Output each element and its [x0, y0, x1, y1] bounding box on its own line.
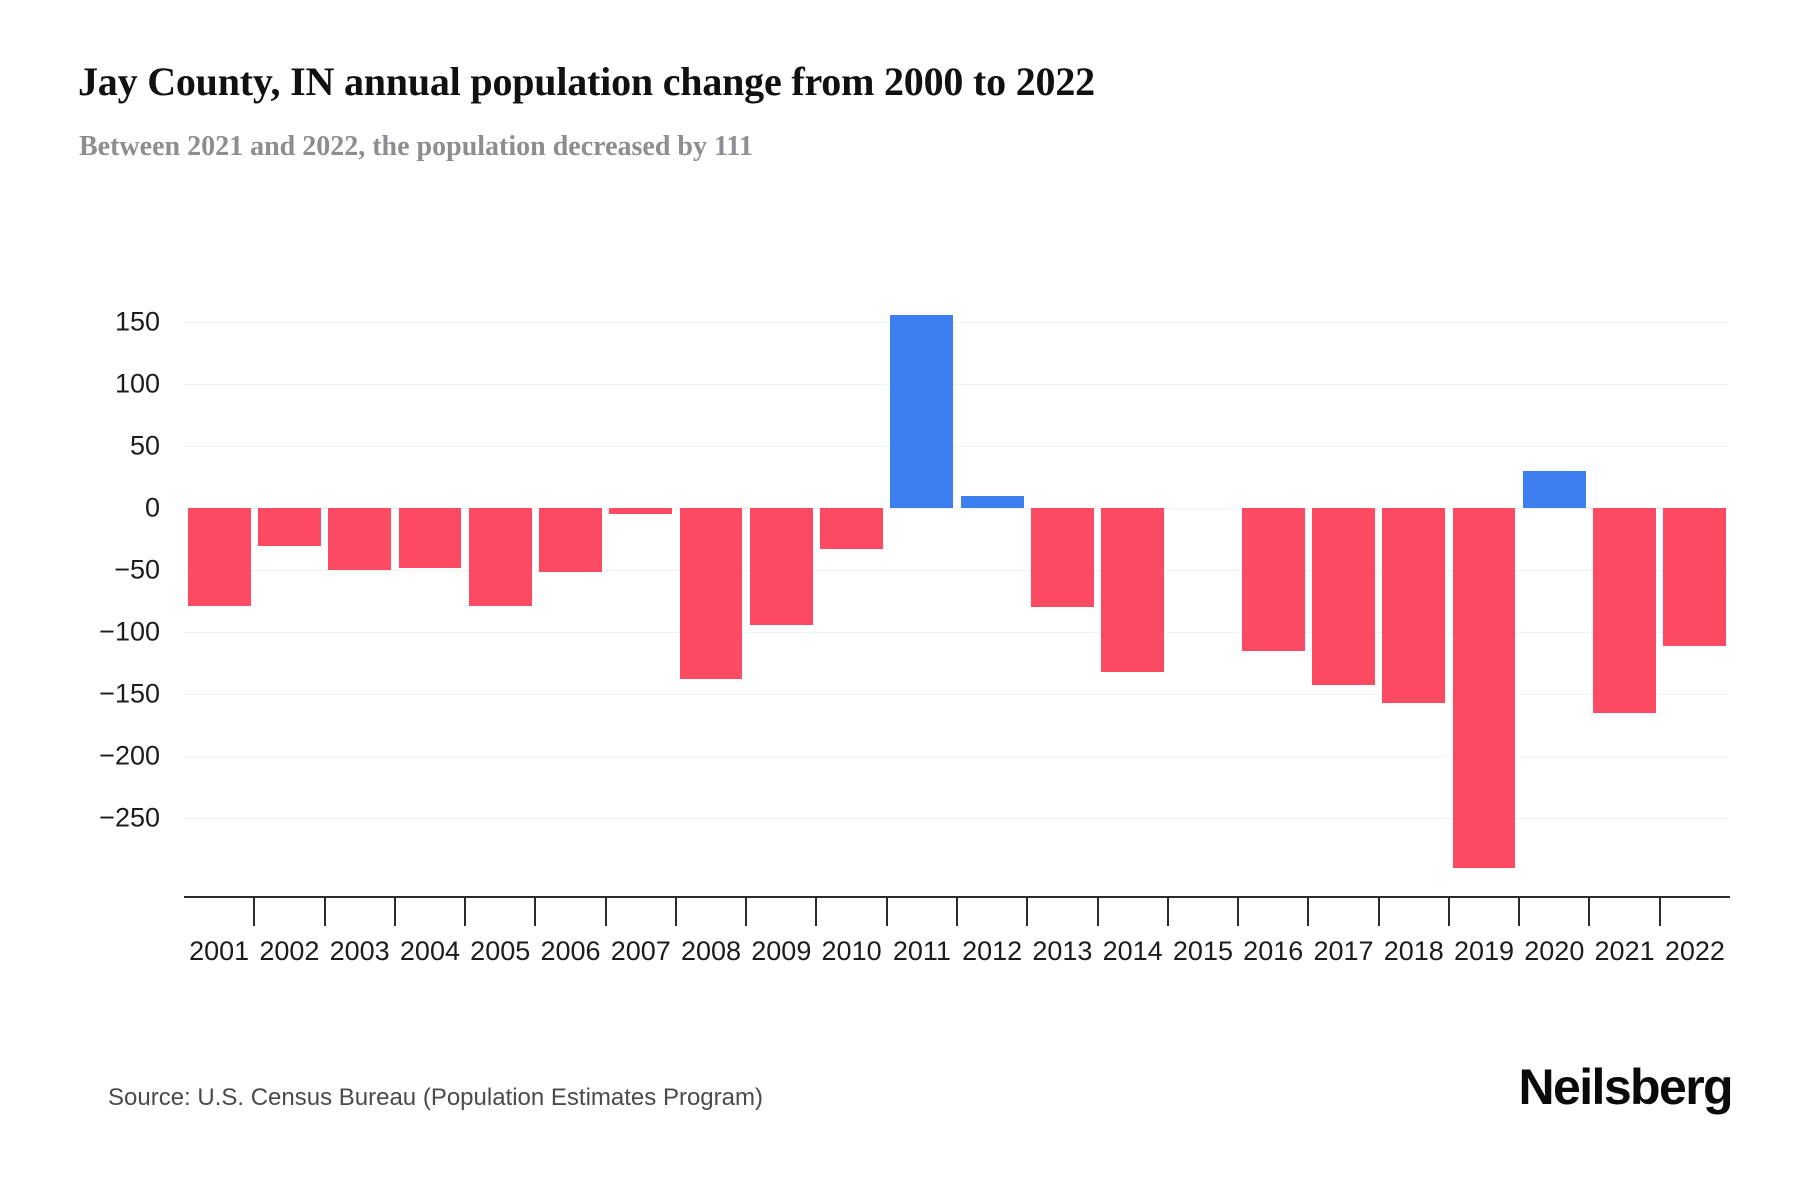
gridline — [184, 570, 1729, 571]
bar-2007[interactable] — [609, 508, 673, 515]
x-axis-tick-mark — [1026, 896, 1029, 926]
x-axis-tick-label: 2010 — [821, 936, 882, 966]
chart-subtitle: Between 2021 and 2022, the population de… — [79, 131, 753, 162]
x-axis-tick-label: 2006 — [540, 936, 601, 966]
x-axis-tick-mark — [1237, 896, 1240, 926]
bar-2020[interactable] — [1522, 470, 1586, 508]
source-note: Source: U.S. Census Bureau (Population E… — [108, 1084, 763, 1111]
x-axis-tick-mark — [1166, 896, 1169, 926]
y-axis-tick-label: −100 — [99, 616, 160, 647]
x-axis-tick-label: 2008 — [680, 936, 742, 966]
x-axis-tick-mark — [604, 896, 607, 926]
bar-2022[interactable] — [1663, 508, 1727, 646]
x-axis-tick-mark — [1377, 896, 1380, 926]
x-axis-tick-mark — [1447, 896, 1450, 926]
y-axis-tick-label: 50 — [129, 430, 160, 461]
gridline — [184, 508, 1729, 509]
bar-2018[interactable] — [1382, 508, 1446, 703]
bar-2014[interactable] — [1101, 508, 1165, 672]
x-axis-tick-mark — [1518, 896, 1521, 926]
bar-2011[interactable] — [890, 314, 954, 508]
y-axis-tick-label: −200 — [99, 740, 160, 771]
x-axis-tick-label: 2017 — [1313, 936, 1374, 966]
x-axis-tick-mark — [323, 896, 326, 926]
bar-2005[interactable] — [468, 508, 532, 606]
y-axis-tick-label: 100 — [114, 368, 160, 399]
x-axis-tick-mark — [1588, 896, 1591, 926]
x-axis-tick-mark — [956, 896, 958, 926]
gridline — [184, 818, 1729, 819]
y-axis-tick-label: −250 — [99, 802, 160, 833]
gridline — [184, 446, 1729, 447]
y-axis-tick-label: 150 — [114, 306, 160, 337]
x-axis-tick-label: 2016 — [1243, 936, 1304, 966]
gridline — [184, 694, 1729, 695]
x-axis-tick-mark — [885, 896, 888, 926]
brand-logo: Neilsberg — [1518, 1059, 1734, 1115]
x-axis-tick-label: 2007 — [610, 936, 671, 966]
page-title: Jay County, IN annual population change … — [78, 59, 1095, 104]
bar-2017[interactable] — [1312, 508, 1375, 686]
bar-2002[interactable] — [257, 508, 321, 547]
x-axis-tick-label: 2015 — [1172, 936, 1233, 966]
x-axis-tick-label: 2013 — [1032, 936, 1093, 966]
x-axis-tick-label: 2001 — [189, 936, 250, 966]
x-axis-tick-label: 2004 — [399, 936, 460, 966]
x-axis-tick-label: 2009 — [751, 936, 812, 966]
bar-2010[interactable] — [820, 508, 884, 549]
x-axis-tick-label: 2003 — [329, 936, 390, 966]
x-axis-tick-label: 2002 — [259, 936, 320, 966]
bar-2008[interactable] — [679, 508, 743, 680]
x-axis-tick-label: 2014 — [1102, 936, 1163, 966]
x-axis-tick-mark — [393, 896, 396, 926]
x-axis-tick-mark — [1096, 896, 1099, 926]
x-axis-tick-mark — [1307, 896, 1310, 926]
x-axis-tick-mark — [534, 896, 537, 926]
y-axis-tick-label: −150 — [99, 678, 160, 709]
x-axis-tick-label: 2020 — [1524, 936, 1585, 966]
gridline — [184, 632, 1729, 633]
gridline — [184, 756, 1729, 757]
x-axis-tick-mark — [745, 896, 748, 926]
x-axis-tick-label: 2021 — [1594, 936, 1655, 966]
x-axis-tick-label: 2011 — [892, 936, 951, 966]
gridline — [184, 322, 1729, 323]
bar-2004[interactable] — [398, 508, 462, 568]
bar-2019[interactable] — [1452, 508, 1516, 868]
gridline — [184, 384, 1729, 385]
x-axis-tick-mark — [815, 896, 818, 926]
x-axis-tick-mark — [464, 896, 467, 926]
bar-2013[interactable] — [1030, 508, 1094, 608]
x-axis-tick-mark — [1658, 896, 1661, 926]
x-axis-tick-label: 2012 — [962, 936, 1023, 966]
y-axis-tick-label: 0 — [144, 492, 160, 523]
bar-2021[interactable] — [1593, 508, 1657, 713]
x-axis-tick-label: 2022 — [1664, 936, 1725, 966]
bar-2006[interactable] — [539, 508, 602, 573]
x-axis-tick-label: 2005 — [470, 936, 531, 966]
x-axis-tick-mark — [674, 896, 677, 926]
bar-2001[interactable] — [187, 508, 251, 606]
bar-2012[interactable] — [960, 495, 1024, 508]
y-axis-tick-label: −50 — [114, 554, 160, 585]
x-axis-tick-mark — [253, 896, 256, 926]
x-axis-tick-label: 2018 — [1383, 936, 1444, 966]
bar-2016[interactable] — [1241, 508, 1305, 651]
bar-2003[interactable] — [328, 508, 392, 570]
x-axis-tick-label: 2019 — [1453, 936, 1515, 966]
bar-2009[interactable] — [749, 508, 813, 625]
